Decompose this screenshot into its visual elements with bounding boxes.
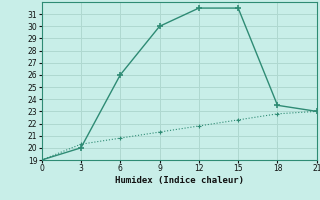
X-axis label: Humidex (Indice chaleur): Humidex (Indice chaleur)	[115, 176, 244, 185]
